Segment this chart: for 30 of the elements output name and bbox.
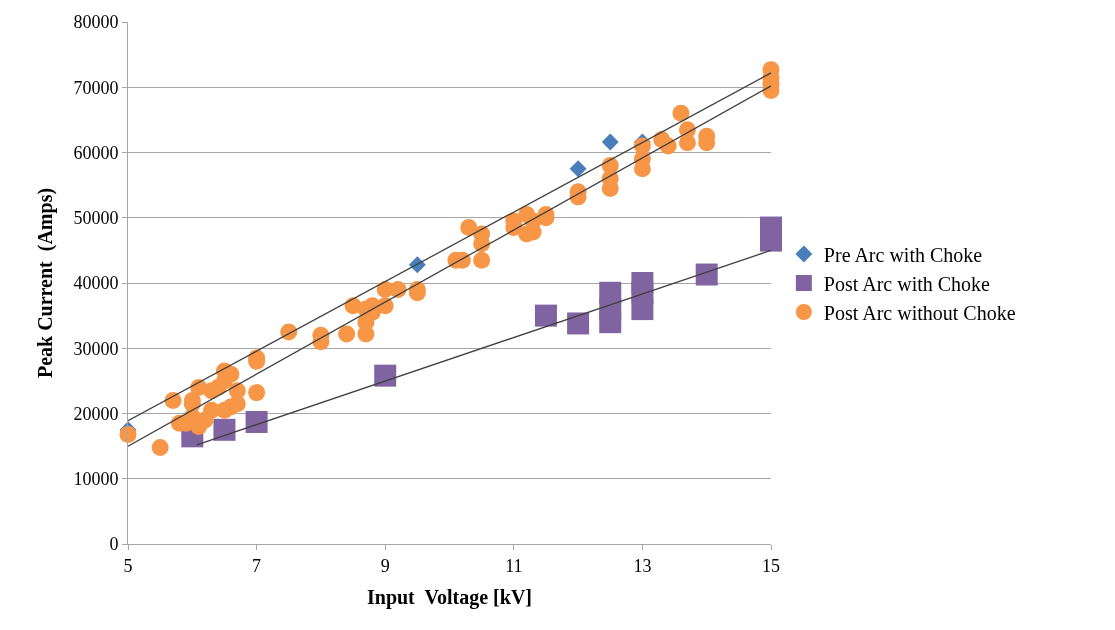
point [599, 281, 622, 304]
point [213, 418, 236, 441]
point [534, 304, 557, 327]
point [567, 312, 590, 335]
point [601, 133, 619, 151]
x-tick-label: 9 [380, 555, 390, 576]
y-tick-label: 60000 [73, 142, 119, 163]
point [631, 272, 654, 294]
point [569, 160, 587, 178]
point [245, 410, 268, 433]
y-tick-label: 10000 [73, 469, 119, 490]
legend-label: Post Arc with Choke [823, 272, 991, 295]
legend-label: Pre Arc with Choke [823, 243, 983, 266]
y-tick-label: 0 [109, 534, 119, 555]
y-tick-label: 20000 [73, 403, 119, 424]
y-tick-label: 70000 [73, 77, 119, 98]
x-tick-label: 13 [633, 555, 652, 576]
y-axis-title: Peak Current (Amps) [33, 187, 57, 379]
point [695, 263, 718, 286]
y-tick-label: 30000 [73, 338, 119, 359]
legend-label: Post Arc without Choke [823, 301, 1016, 324]
x-tick-label: 7 [252, 555, 262, 576]
y-tick-label: 40000 [73, 273, 119, 294]
point [374, 364, 397, 387]
y-tick-label: 80000 [73, 12, 119, 33]
x-tick-label: 5 [123, 555, 133, 576]
x-axis-title: Input Voltage [kV] [366, 586, 533, 610]
x-tick-label: 11 [505, 555, 523, 576]
x-tick-label: 15 [762, 555, 780, 576]
y-tick-label: 50000 [73, 208, 119, 229]
